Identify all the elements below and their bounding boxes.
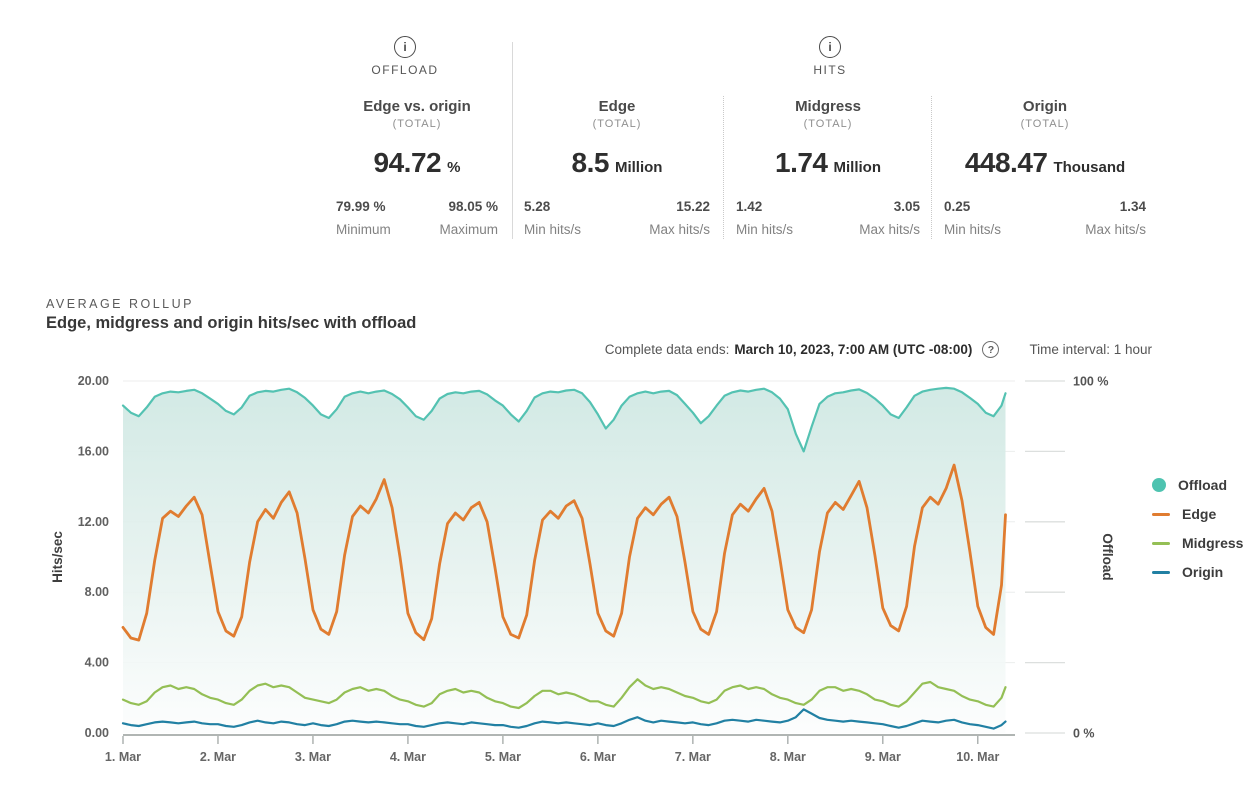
x-axis-tick-label: 8. Mar [770, 750, 806, 764]
stat-min-label: Min hits/s [944, 222, 1002, 237]
stat-max-value: 1.34 [1119, 199, 1146, 214]
stat-value: 1.74 Million [734, 147, 922, 179]
chart-legend: Offload Edge Midgress Origin [1152, 477, 1243, 580]
y-axis-tick-label: 12.00 [78, 515, 109, 529]
stat-value: 94.72 % [334, 147, 500, 179]
stat-max-label: Max hits/s [649, 222, 710, 237]
stat-value-number: 448.47 [964, 147, 1048, 178]
legend-label: Edge [1182, 506, 1217, 522]
y-axis-tick-label: 4.00 [85, 656, 109, 670]
stat-title: Edge vs. origin [363, 98, 471, 115]
stat-max-label: Maximum [439, 222, 498, 237]
stat-value-number: 8.5 [571, 147, 610, 178]
stat-origin: Origin (TOTAL) 448.47 Thousand 0.25 Min … [942, 98, 1148, 237]
stat-max-value: 98.05 % [448, 199, 498, 214]
x-axis-tick-label: 6. Mar [580, 750, 616, 764]
section-eyebrow: AVERAGE ROLLUP [46, 297, 195, 311]
x-axis-tick-label: 2. Mar [200, 750, 236, 764]
stat-max-label: Max hits/s [1085, 222, 1146, 237]
legend-label: Origin [1182, 564, 1224, 580]
origin-line [121, 708, 1007, 730]
legend-marker [1152, 570, 1170, 574]
stats-divider [931, 96, 932, 239]
right-axis-tick-label: 0 % [1073, 727, 1095, 741]
stat-subtitle: (TOTAL) [392, 118, 442, 130]
x-axis-tick-label: 10. Mar [956, 750, 999, 764]
stat-value-unit: Thousand [1053, 159, 1126, 176]
x-axis-tick-label: 1. Mar [105, 750, 141, 764]
time-interval-label: Time interval: 1 hour [1029, 342, 1152, 357]
legend-marker [1152, 541, 1170, 545]
legend-label: Offload [1178, 477, 1227, 493]
x-axis-tick-label: 7. Mar [675, 750, 711, 764]
stat-min-value: 1.42 [736, 199, 763, 214]
complete-data-label: Complete data ends: [604, 342, 730, 357]
right-axis-tick-label: 100 % [1073, 375, 1108, 389]
stat-max-label: Max hits/s [859, 222, 920, 237]
stat-edge: Edge (TOTAL) 8.5 Million 5.28 Min hits/s… [522, 98, 712, 237]
y-axis-tick-label: 0.00 [85, 726, 109, 740]
stat-title: Edge [598, 98, 636, 115]
stat-min-label: Min hits/s [736, 222, 794, 237]
x-axis-tick-label: 4. Mar [390, 750, 426, 764]
edge-line [121, 463, 1007, 642]
legend-marker [1152, 512, 1170, 516]
stat-value: 448.47 Thousand [942, 147, 1148, 179]
offload-group-header: i OFFLOAD [345, 36, 465, 77]
stat-value-unit: Million [614, 159, 663, 176]
legend-item-midgress[interactable]: Midgress [1152, 535, 1243, 551]
stat-title: Midgress [795, 98, 861, 115]
stat-max-value: 15.22 [676, 199, 710, 214]
stat-min-value: 79.99 % [336, 199, 386, 214]
legend-item-offload[interactable]: Offload [1152, 477, 1243, 493]
left-axis-title: Hits/sec [50, 531, 65, 583]
stat-min-label: Min hits/s [524, 222, 582, 237]
stat-value-number: 1.74 [775, 147, 828, 178]
y-axis-tick-label: 8.00 [85, 585, 109, 599]
x-axis-tick-label: 3. Mar [295, 750, 331, 764]
stat-subtitle: (TOTAL) [803, 118, 853, 130]
info-icon[interactable]: i [394, 36, 416, 58]
legend-item-edge[interactable]: Edge [1152, 506, 1243, 522]
complete-data-value: March 10, 2023, 7:00 AM (UTC -08:00) [734, 342, 973, 357]
stat-value-unit: % [447, 159, 461, 176]
stat-min-value: 5.28 [524, 199, 551, 214]
stat-value-number: 94.72 [373, 147, 442, 178]
stat-title: Origin [1022, 98, 1068, 115]
hits-group-label: HITS [813, 63, 847, 77]
offload-area [123, 387, 1006, 733]
question-icon[interactable]: ? [982, 341, 1000, 358]
stat-max-value: 3.05 [893, 199, 920, 214]
stat-edge-vs-origin: Edge vs. origin (TOTAL) 94.72 % 79.99 % … [334, 98, 500, 237]
stats-divider [723, 96, 724, 239]
stat-subtitle: (TOTAL) [592, 118, 642, 130]
midgress-line [121, 678, 1007, 710]
stat-value: 8.5 Million [522, 147, 712, 179]
stat-min-label: Minimum [336, 222, 391, 237]
right-axis-title: Offload [1100, 533, 1115, 580]
hits-group-header: i HITS [770, 36, 890, 77]
chart-meta: Complete data ends: March 10, 2023, 7:00… [605, 341, 1152, 358]
y-axis-tick-label: 20.00 [78, 374, 109, 388]
x-axis-tick-label: 5. Mar [485, 750, 521, 764]
legend-marker [1152, 478, 1166, 492]
info-icon[interactable]: i [819, 36, 841, 58]
stats-divider [512, 42, 513, 239]
stat-midgress: Midgress (TOTAL) 1.74 Million 1.42 Min h… [734, 98, 922, 237]
stat-min-value: 0.25 [944, 199, 971, 214]
stat-value-unit: Million [833, 159, 882, 176]
offload-group-label: OFFLOAD [371, 63, 439, 77]
x-axis-tick-label: 9. Mar [865, 750, 901, 764]
offload-line [121, 386, 1007, 453]
chart-title: Edge, midgress and origin hits/sec with … [46, 314, 417, 332]
legend-label: Midgress [1182, 535, 1244, 551]
y-axis-tick-label: 16.00 [78, 444, 109, 458]
stat-subtitle: (TOTAL) [1020, 118, 1070, 130]
legend-item-origin[interactable]: Origin [1152, 564, 1243, 580]
